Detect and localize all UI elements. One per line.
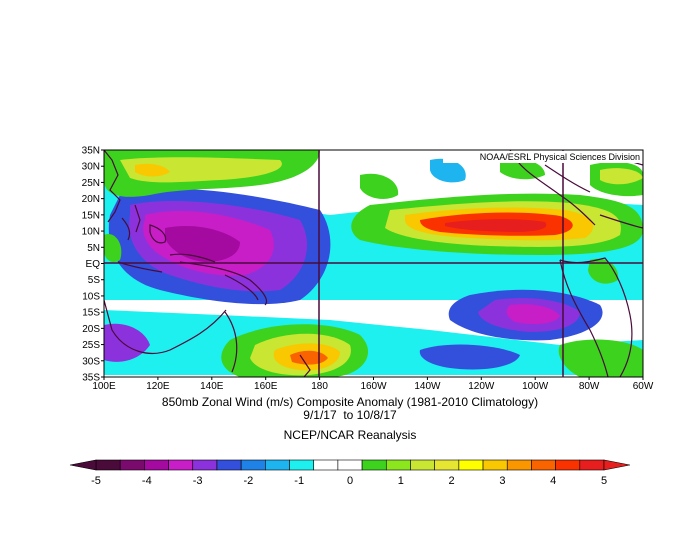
attribution-text: NOAA/ESRL Physical Sciences Division: [480, 152, 640, 162]
lat-label: 15S: [82, 308, 100, 319]
colorbar-swatch: [313, 459, 339, 471]
source-label: NCEP/NCAR Reanalysis: [283, 428, 417, 442]
lon-label: 140W: [414, 381, 441, 392]
lon-label: 160E: [254, 381, 278, 392]
lat-label: 30N: [82, 162, 100, 173]
colorbar-label: -1: [294, 475, 304, 487]
lat-label: 20S: [82, 324, 100, 335]
lat-label: EQ: [86, 259, 101, 270]
colorbar-swatch: [265, 459, 290, 471]
lon-label: 100E: [92, 381, 116, 392]
colorbar-swatch: [506, 459, 532, 471]
colorbar-swatch: [458, 459, 484, 471]
colorbar-label: -3: [193, 475, 203, 487]
lon-label: 120E: [146, 381, 170, 392]
attribution-box: [443, 151, 642, 163]
colorbar-label: 3: [499, 475, 505, 487]
colorbar-max-arrow: [603, 459, 631, 471]
colorbar-swatch: [410, 459, 435, 471]
lat-label: 5N: [87, 243, 100, 254]
colorbar-swatch: [555, 459, 581, 471]
lat-label: 10S: [82, 291, 100, 302]
lon-label: 160W: [360, 381, 387, 392]
colorbar-swatch: [289, 459, 315, 471]
colorbar-label: 5: [601, 475, 607, 487]
lon-label: 60W: [633, 381, 654, 392]
anomaly-field: [104, 150, 643, 377]
colorbar-swatch: [240, 459, 266, 471]
colorbar-labels: -5 -4 -3 -2 -1 0 1 2 3 4 5: [91, 475, 607, 487]
colorbar-label: -2: [244, 475, 254, 487]
colorbar-label: -4: [142, 475, 152, 487]
lat-label: 10N: [82, 227, 100, 238]
colorbar-label: 0: [347, 475, 353, 487]
lon-label: 100W: [522, 381, 549, 392]
lat-label: 5S: [88, 275, 101, 286]
colorbar-swatch: [144, 459, 169, 471]
colorbar-label: -5: [91, 475, 101, 487]
lat-label: 20N: [82, 194, 100, 205]
lon-label: 80W: [579, 381, 600, 392]
longitude-ticks: 100E 120E 140E 160E 180 160W 140W 120W 100W 80W 60…: [92, 377, 654, 392]
map-title: 850mb Zonal Wind (m/s) Composite Anomaly…: [161, 395, 539, 409]
colorbar-swatch: [95, 459, 121, 471]
colorbar-min-arrow: [69, 459, 97, 471]
lat-label: 35N: [82, 146, 100, 157]
colorbar-swatch: [337, 459, 363, 471]
lat-label: 35S: [82, 373, 100, 384]
colorbar-swatch: [579, 459, 605, 471]
colorbar-swatch: [168, 459, 194, 471]
lon-label: 120W: [468, 381, 495, 392]
lat-label: 30S: [82, 356, 100, 367]
colorbar-label: 1: [398, 475, 404, 487]
colorbar: [69, 459, 631, 471]
colorbar-swatch: [482, 459, 508, 471]
date-range: 9/1/17 to 10/8/17: [303, 408, 397, 422]
colorbar-swatch: [216, 459, 242, 471]
lon-label: 180: [311, 381, 328, 392]
colorbar-swatch: [531, 459, 556, 471]
lon-label: 140E: [200, 381, 224, 392]
lat-label: 15N: [82, 210, 100, 221]
colorbar-swatch: [119, 459, 145, 471]
colorbar-label: 2: [449, 475, 455, 487]
coastlines: [104, 150, 643, 377]
colorbar-swatch: [434, 459, 460, 471]
lat-label: 25N: [82, 178, 100, 189]
colorbar-swatch: [192, 459, 218, 471]
lat-label: 25S: [82, 340, 100, 351]
colorbar-swatch: [361, 459, 387, 471]
colorbar-label: 4: [550, 475, 556, 487]
latitude-ticks: 35N 30N 25N 20N 15N 10N 5N EQ 5S 10S 15S 20S 25S 30S 3…: [82, 146, 104, 384]
colorbar-swatch: [385, 459, 411, 471]
